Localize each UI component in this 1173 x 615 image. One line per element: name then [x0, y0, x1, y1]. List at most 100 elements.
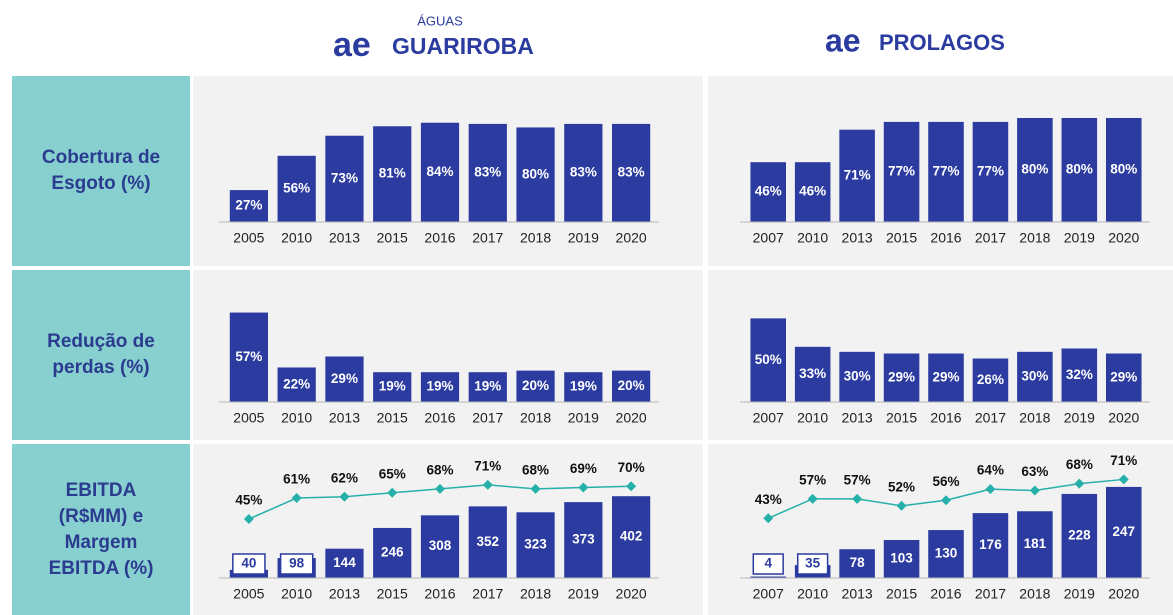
bar: [839, 129, 875, 222]
line-label: 71%: [1110, 453, 1137, 468]
line-label: 70%: [618, 460, 645, 475]
bar: [468, 506, 507, 578]
value-label: 80%: [1021, 162, 1048, 177]
x-tick-label: 2013: [842, 586, 873, 602]
value-label: 29%: [888, 369, 915, 384]
x-tick-label: 2013: [842, 410, 873, 426]
x-tick-label: 2016: [424, 230, 455, 246]
bar: [325, 135, 364, 222]
bar: [1106, 353, 1142, 402]
marker: [807, 493, 818, 504]
x-tick-label: 2016: [424, 586, 455, 602]
line-label: 57%: [844, 472, 871, 487]
value-label-box: [232, 553, 266, 575]
bar: [1017, 511, 1053, 578]
x-tick-label: 2017: [472, 230, 503, 246]
bar: [928, 121, 964, 222]
x-tick-label: 2017: [975, 410, 1006, 426]
x-tick-label: 2017: [975, 230, 1006, 246]
value-label: 80%: [1066, 162, 1093, 177]
bar: [883, 353, 920, 402]
value-label: 73%: [331, 170, 358, 185]
value-label: 20%: [618, 378, 645, 393]
x-tick-label: 2005: [233, 586, 264, 602]
value-label: 308: [429, 538, 452, 553]
value-label: 78: [850, 555, 866, 570]
value-label: 40: [241, 556, 256, 571]
line-label: 69%: [570, 461, 597, 476]
bar: [373, 527, 412, 578]
x-tick-label: 2018: [520, 410, 551, 426]
value-label: 35: [805, 556, 821, 571]
x-tick-label: 2017: [975, 586, 1006, 602]
x-tick-label: 2010: [281, 230, 312, 246]
value-label: 81%: [379, 166, 406, 181]
marker: [896, 500, 907, 511]
value-label-box: [752, 553, 784, 575]
bar: [468, 372, 507, 402]
value-label: 29%: [1110, 369, 1137, 384]
value-label: 83%: [474, 165, 501, 180]
x-tick-label: 2016: [424, 410, 455, 426]
value-label: 4: [764, 556, 772, 571]
value-label: 323: [524, 537, 547, 552]
row-label-bg: [12, 76, 190, 266]
bar: [564, 502, 603, 578]
x-tick-label: 2017: [472, 410, 503, 426]
bar: [516, 370, 555, 402]
bar: [1106, 486, 1142, 578]
marker: [339, 491, 350, 502]
marker: [291, 493, 302, 504]
bar: [564, 123, 603, 222]
brand-name: PROLAGOS: [879, 30, 1005, 55]
bar: [420, 372, 460, 402]
value-label: 19%: [570, 379, 597, 394]
bar: [229, 312, 268, 402]
x-tick-label: 2010: [797, 410, 828, 426]
row-label: EBITDA: [66, 480, 137, 501]
bar: [1061, 348, 1098, 402]
line-label: 68%: [426, 462, 453, 477]
line-label: 45%: [235, 493, 262, 508]
x-tick-label: 2015: [377, 230, 408, 246]
marker: [387, 487, 398, 498]
value-label: 373: [572, 532, 595, 547]
x-tick-label: 2016: [930, 410, 961, 426]
x-tick-label: 2020: [616, 230, 647, 246]
value-label: 46%: [755, 184, 782, 199]
x-tick-label: 2010: [797, 586, 828, 602]
x-tick-label: 2015: [377, 586, 408, 602]
x-tick-label: 2020: [616, 410, 647, 426]
x-tick-label: 2007: [753, 230, 784, 246]
x-tick-label: 2019: [568, 410, 599, 426]
bar: [516, 512, 555, 578]
marker: [435, 483, 445, 494]
x-tick-label: 2013: [329, 230, 360, 246]
x-tick-label: 2007: [753, 410, 784, 426]
line-label: 68%: [522, 462, 549, 477]
x-tick-label: 2018: [1019, 586, 1050, 602]
bar: [1061, 493, 1098, 578]
bar: [750, 318, 786, 402]
x-tick-label: 2015: [886, 410, 917, 426]
value-label: 80%: [1110, 162, 1137, 177]
bar: [794, 346, 831, 402]
value-label: 30%: [1021, 368, 1048, 383]
brand-logo: ae: [333, 26, 371, 64]
value-label: 19%: [426, 379, 453, 394]
value-label: 352: [477, 534, 500, 549]
x-tick-label: 2010: [281, 586, 312, 602]
value-label: 19%: [474, 379, 501, 394]
value-label: 19%: [379, 379, 406, 394]
x-tick-label: 2005: [233, 230, 264, 246]
marker: [1029, 485, 1040, 496]
value-label: 22%: [283, 376, 310, 391]
value-label: 130: [935, 546, 958, 561]
x-tick-label: 2020: [1108, 410, 1139, 426]
bar: [420, 515, 460, 578]
value-label-box: [279, 553, 314, 575]
row-label: (R$MM) e: [59, 506, 143, 527]
bar: [277, 155, 316, 222]
value-label: 98: [289, 556, 305, 571]
line-label: 65%: [379, 466, 406, 481]
